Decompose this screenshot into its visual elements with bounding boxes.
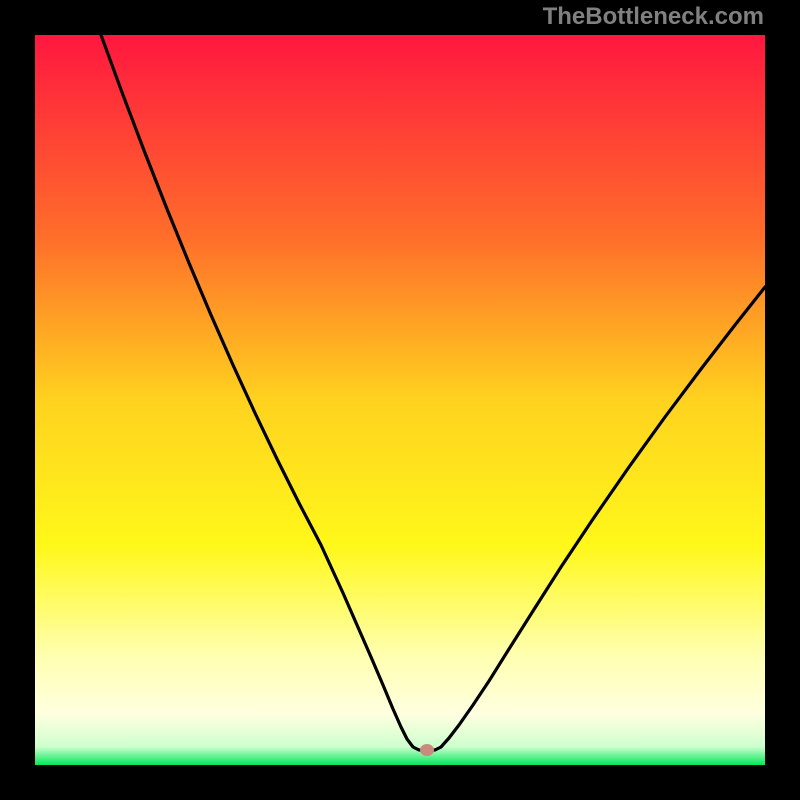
frame-left xyxy=(0,0,35,800)
frame-bottom xyxy=(0,765,800,800)
bottleneck-curve xyxy=(35,35,765,765)
optimal-marker xyxy=(420,744,434,756)
plot-area xyxy=(35,35,765,765)
frame-right xyxy=(765,0,800,800)
curve-line xyxy=(101,35,765,750)
watermark-text: TheBottleneck.com xyxy=(543,3,764,31)
